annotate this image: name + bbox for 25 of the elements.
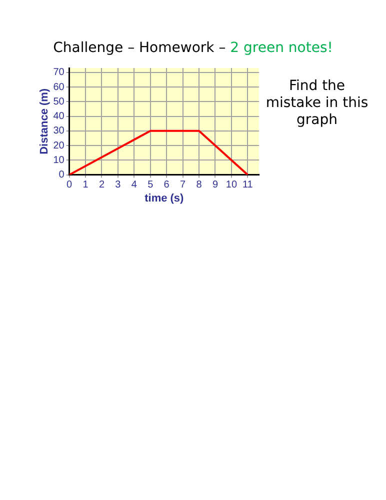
chart-subtitle: 2 green notes! <box>230 40 333 56</box>
y-tick-label: 20 <box>53 140 65 152</box>
y-tick-label: 30 <box>53 126 65 137</box>
x-tick-label: 9 <box>212 180 218 191</box>
chart-title: Challenge – Homework – <box>53 40 226 56</box>
y-tick-label: 40 <box>53 111 65 122</box>
y-tick-label: 60 <box>53 82 65 93</box>
x-tick-label: 3 <box>115 180 122 191</box>
y-tick-label: 0 <box>58 170 65 181</box>
y-tick-label: 10 <box>53 154 65 166</box>
x-tick-label: 7 <box>180 180 186 191</box>
x-tick-label: 10 <box>226 180 238 191</box>
x-axis-title: time (s) <box>144 192 184 204</box>
text: Find the mistake in this graph <box>264 78 370 129</box>
y-tick-label: 50 <box>53 96 65 108</box>
x-tick-label: 8 <box>196 180 202 191</box>
x-tick-label: 6 <box>164 180 170 191</box>
x-tick-label: 1 <box>82 180 89 191</box>
y-axis-title: Distance (m) <box>38 88 51 154</box>
x-tick-label: 4 <box>131 180 138 191</box>
x-tick-label: 11 <box>242 180 254 191</box>
x-tick-label: 0 <box>66 180 73 191</box>
y-tick-label: 70 <box>53 67 65 78</box>
x-tick-label: 5 <box>148 180 154 191</box>
x-tick-label: 2 <box>98 180 105 191</box>
